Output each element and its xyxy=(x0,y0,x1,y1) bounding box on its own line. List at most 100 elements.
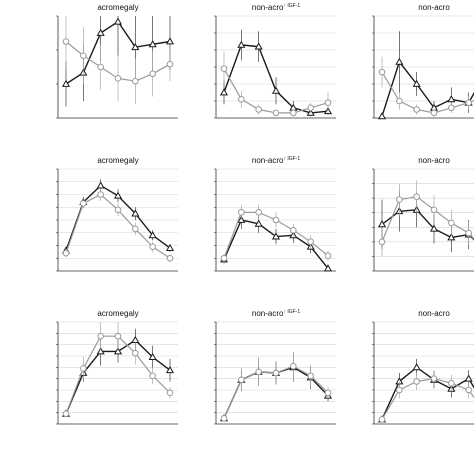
triangle-marker xyxy=(271,232,281,240)
circle-marker xyxy=(430,206,438,214)
circle-marker xyxy=(97,63,104,71)
circle-marker xyxy=(166,254,174,262)
triangle-marker xyxy=(113,191,123,199)
triangle-marker xyxy=(148,231,157,239)
circle-marker xyxy=(413,378,420,385)
panel-title-text: non-acro xyxy=(252,3,284,12)
circle-marker xyxy=(324,389,332,397)
triangle-marker xyxy=(271,86,281,94)
triangle-marker xyxy=(131,42,140,51)
panel-title-text: acromegaly xyxy=(97,3,138,12)
circle-marker xyxy=(378,238,386,246)
circle-marker xyxy=(290,109,297,117)
panel-title-superscript: ↑ IGF-1 xyxy=(283,156,300,162)
circle-marker xyxy=(238,209,245,216)
triangle-marker xyxy=(254,42,263,50)
circle-marker xyxy=(255,209,262,216)
triangle-marker xyxy=(429,224,439,232)
panel-title-text: acromegaly xyxy=(97,156,138,165)
circle-marker xyxy=(272,369,280,377)
circle-marker xyxy=(307,372,314,380)
circle-marker xyxy=(465,386,472,394)
circle-marker xyxy=(114,332,122,340)
triangle-marker xyxy=(447,95,456,103)
circle-marker xyxy=(413,106,420,113)
panel-title: non-acro xyxy=(418,3,450,12)
circle-marker xyxy=(396,386,403,394)
panel-title: acromegaly xyxy=(97,309,138,318)
triangle-marker xyxy=(237,40,246,48)
triangle-marker xyxy=(464,374,473,382)
circle-marker xyxy=(132,225,139,233)
triangle-marker xyxy=(96,28,105,36)
triangle-marker xyxy=(165,365,175,374)
panel-title-text: non-acro xyxy=(418,156,450,165)
circle-marker xyxy=(220,254,228,262)
circle-marker xyxy=(80,365,87,372)
panel-title: acromegaly xyxy=(97,3,138,12)
circle-marker xyxy=(62,249,70,257)
circle-marker xyxy=(448,219,455,227)
circle-marker xyxy=(132,77,139,85)
panel-title: non-acro↑ IGF-1 xyxy=(252,156,300,165)
circle-marker xyxy=(290,226,297,234)
circle-marker xyxy=(324,99,332,106)
triangle-marker xyxy=(96,181,105,189)
triangle-marker xyxy=(219,88,229,96)
circle-marker xyxy=(132,349,139,357)
series-line-filled xyxy=(381,366,474,420)
circle-marker xyxy=(378,68,386,76)
panel-title: non-acro xyxy=(418,156,450,165)
circle-marker xyxy=(62,410,70,418)
circle-marker xyxy=(272,216,280,224)
triangle-marker xyxy=(165,37,175,45)
circle-marker xyxy=(62,38,70,45)
circle-marker xyxy=(272,109,280,117)
triangle-marker xyxy=(447,233,456,241)
series-line-open xyxy=(381,71,474,114)
triangle-marker xyxy=(131,335,140,344)
panel-title-text: non-acro xyxy=(252,309,284,318)
series-line-filled xyxy=(381,60,474,117)
triangle-marker xyxy=(96,347,105,355)
circle-marker xyxy=(430,109,438,117)
circle-marker xyxy=(448,379,455,387)
panel-title: non-acro↑ IGF-1 xyxy=(252,3,300,12)
circle-marker xyxy=(149,243,156,251)
circle-marker xyxy=(220,415,228,422)
circle-marker xyxy=(149,70,156,78)
panel-title-text: non-acro xyxy=(418,3,450,12)
panel-title: non-acro↑ IGF-1 xyxy=(252,309,300,318)
circle-marker xyxy=(238,96,245,103)
series-line-filled xyxy=(381,209,474,241)
triangle-marker xyxy=(113,17,123,25)
circle-marker xyxy=(80,200,87,207)
circle-marker xyxy=(413,193,420,200)
circle-marker xyxy=(396,196,403,203)
circle-marker xyxy=(149,372,156,380)
triangle-marker xyxy=(165,243,175,251)
circle-marker xyxy=(80,52,87,59)
triangle-marker xyxy=(412,363,421,371)
circle-marker xyxy=(114,206,122,214)
panel-title-text: non-acro xyxy=(252,156,284,165)
circle-marker xyxy=(255,106,262,113)
triangle-marker xyxy=(395,57,404,65)
circle-marker xyxy=(166,389,174,397)
circle-marker xyxy=(307,238,314,245)
circle-marker xyxy=(166,60,174,68)
triangle-marker xyxy=(148,40,157,48)
panel-title: acromegaly xyxy=(97,156,138,165)
triangle-marker xyxy=(61,79,71,87)
circle-marker xyxy=(97,332,104,340)
panel-title-text: acromegaly xyxy=(97,309,138,318)
circle-marker xyxy=(114,75,122,82)
panel-title: non-acro xyxy=(418,309,450,318)
panel-title-text: non-acro xyxy=(418,309,450,318)
triangle-marker xyxy=(323,264,333,272)
circle-marker xyxy=(255,368,262,376)
triangle-marker xyxy=(113,347,123,355)
circle-marker xyxy=(448,104,455,112)
triangle-marker xyxy=(131,209,140,217)
circle-marker xyxy=(238,376,245,384)
